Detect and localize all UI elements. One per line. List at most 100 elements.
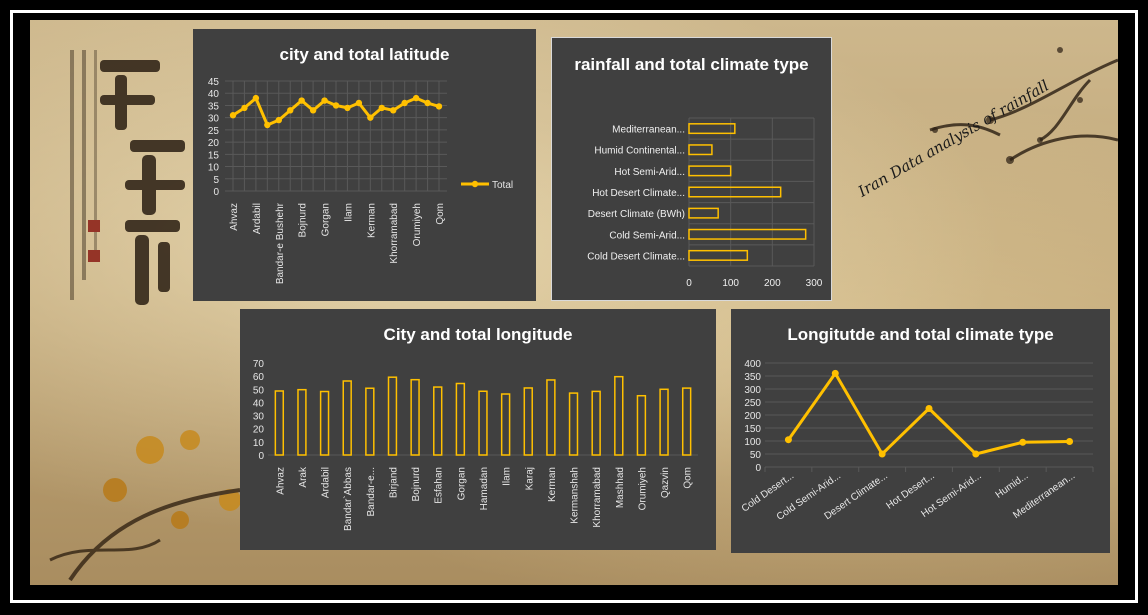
bar (688, 249, 749, 261)
x-tick-label: Mashhad (615, 467, 626, 508)
latitude-chart-title: city and total latitude (279, 45, 450, 64)
data-point (401, 99, 408, 107)
bar (688, 165, 732, 177)
data-point (229, 112, 237, 119)
data-point (925, 405, 933, 412)
y-tick-label: 60 (253, 372, 265, 383)
y-tick-label: 0 (258, 451, 264, 462)
data-point (435, 103, 443, 110)
x-tick-label: Kerman (366, 203, 377, 238)
bar (297, 388, 307, 456)
bar (614, 375, 624, 456)
x-tick-label: Bojnurd (298, 203, 309, 237)
y-tick-label: 20 (208, 138, 220, 149)
y-tick-label: 10 (253, 438, 265, 449)
y-tick-label: 15 (208, 150, 220, 161)
x-tick-label: Hamadan (479, 467, 490, 510)
data-point (298, 97, 305, 104)
x-tick-label: Bojnurd (411, 467, 422, 501)
bar (688, 123, 736, 135)
x-tick-label: Khorramabad (592, 467, 603, 528)
y-tick-label: 10 (208, 163, 220, 174)
data-point (378, 104, 385, 112)
y-tick-label: 30 (253, 412, 265, 423)
climate-chart-title: Longitutde and total climate type (787, 325, 1054, 344)
x-tick-label: Bandar-e... (366, 467, 377, 516)
y-tick-label: Cold Semi-Arid... (609, 230, 685, 241)
x-tick-label: Qom (435, 203, 446, 225)
bar (688, 207, 719, 219)
bar (681, 387, 692, 456)
data-point (241, 104, 248, 112)
bar (433, 386, 443, 456)
series-line (787, 371, 1070, 456)
x-tick-label: Qazvin (660, 467, 671, 498)
y-tick-label: 35 (208, 101, 220, 112)
x-tick-label: Bandar-e Bushehr (275, 202, 286, 284)
legend-label: Total (492, 180, 513, 191)
x-tick-label: Esfahan (434, 467, 445, 504)
x-tick-label: Gorgan (456, 467, 467, 500)
y-tick-label: 250 (744, 398, 761, 409)
data-point (344, 104, 351, 112)
data-point (355, 99, 363, 107)
y-tick-label: Humid Continental... (594, 146, 685, 157)
y-tick-label: 400 (744, 359, 761, 370)
x-tick-label: Humid... (994, 470, 1031, 500)
x-tick-label: Khorramabad (389, 203, 400, 264)
data-point (275, 116, 282, 124)
background-artwork (49, 47, 1118, 582)
y-tick-label: 300 (744, 385, 761, 396)
data-point (1066, 438, 1074, 446)
data-point (252, 94, 260, 102)
data-point (367, 114, 374, 121)
longitude-chart-panel: City and total longitude 0 10 20 30 40 50 60 70… (240, 309, 716, 550)
x-tick-label: 100 (722, 278, 739, 289)
y-tick-label: 45 (208, 77, 220, 88)
data-point (264, 121, 271, 129)
bar (387, 376, 398, 456)
x-tick-label: Ahvaz (229, 203, 240, 231)
y-tick-label: Hot Semi-Arid... (614, 167, 685, 178)
bar (591, 390, 601, 456)
data-point (309, 107, 317, 114)
data-point (784, 436, 792, 444)
rainfall-chart-title: rainfall and total climate type (574, 55, 809, 74)
x-tick-label: Bandar`Abbas (342, 467, 354, 531)
bar (365, 387, 375, 456)
x-tick-label: Ardabil (321, 467, 332, 498)
longitude-chart-title: City and total longitude (383, 325, 573, 344)
x-tick-label: Karaj (524, 467, 535, 490)
x-tick-label: Gorgan (321, 203, 332, 236)
calligraphy-artwork (70, 50, 185, 305)
bar (319, 390, 330, 456)
bar (478, 390, 488, 456)
bar (659, 388, 669, 456)
x-tick-label: Orumiyeh (412, 203, 423, 246)
x-tick-label: 200 (764, 278, 781, 289)
y-tick-label: 200 (744, 411, 761, 422)
data-point (878, 450, 886, 458)
y-tick-label: 40 (253, 398, 265, 409)
x-tick-label: Orumiyeh (637, 467, 648, 510)
bar (523, 387, 533, 456)
y-tick-label: 0 (755, 463, 761, 474)
bar (688, 186, 782, 198)
x-tick-label: 300 (806, 278, 823, 289)
y-tick-label: 50 (750, 450, 762, 461)
y-tick-label: Cold Desert Climate... (587, 251, 685, 262)
x-tick-label: Kermanshah (570, 467, 581, 524)
rainfall-chart: 0 100 200 300 Cold Desert Climate... Cold Sem… (587, 117, 823, 289)
data-point (321, 97, 328, 104)
y-tick-label: 5 (213, 175, 219, 186)
climate-chart-panel: Longitutde and total climate type 0 50 100… (731, 309, 1110, 553)
bar (688, 228, 807, 240)
y-tick-label: 40 (208, 89, 220, 100)
data-point (1019, 438, 1027, 446)
data-point (412, 94, 420, 102)
y-tick-label: 350 (744, 372, 761, 383)
rainfall-chart-panel: rainfall and total climate type 0 100 200 3… (551, 37, 832, 301)
